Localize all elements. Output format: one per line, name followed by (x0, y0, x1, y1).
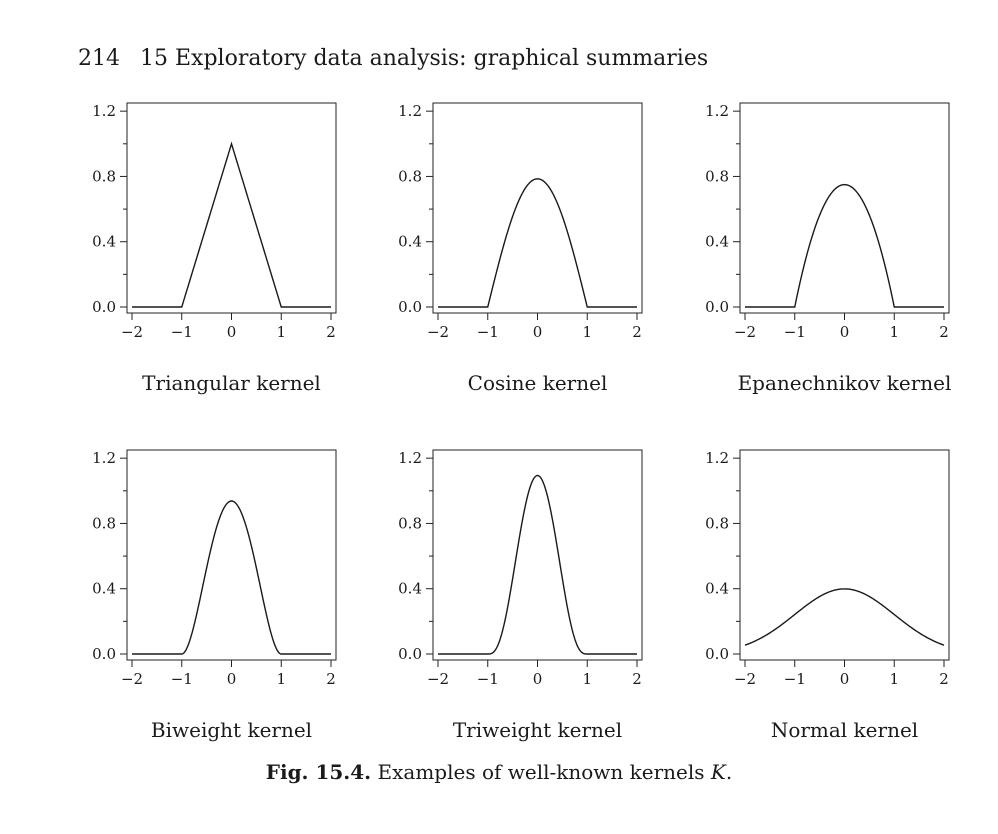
y-tick-label: 0.0 (92, 645, 116, 663)
x-tick-label: 2 (939, 670, 949, 688)
kernel-curve-cosine (438, 178, 637, 308)
y-tick-label: 0.4 (92, 233, 116, 251)
y-tick-label: 0.0 (705, 298, 729, 316)
y-tick-label: 1.2 (705, 102, 729, 120)
y-tick-label: 0.0 (398, 298, 422, 316)
x-tick-label: 0 (840, 670, 850, 688)
x-tick-label: 0 (533, 670, 543, 688)
y-tick-label: 1.2 (705, 449, 729, 467)
y-tick-label: 0.0 (705, 645, 729, 663)
x-tick-label: 1 (276, 670, 286, 688)
plot-frame (739, 102, 950, 314)
x-tick-label: −1 (477, 323, 499, 341)
kernel-panel-triweight: 0.0 0.4 0.8 1.2 −2 −1 0 1 2 Triweight kernel (398, 449, 643, 742)
x-tick-label: −1 (784, 323, 806, 341)
kernel-curve-normal (744, 588, 945, 646)
x-tick-label: −1 (171, 670, 193, 688)
running-header: 214 15 Exploratory data analysis: graphic… (78, 46, 708, 71)
x-tick-label: −2 (427, 323, 449, 341)
y-tick-label: 0.8 (398, 167, 422, 185)
figure-caption-symbol: K (710, 760, 726, 784)
x-tick-label: 2 (326, 323, 336, 341)
x-tick-label: 1 (582, 323, 592, 341)
x-tick-label: 1 (582, 670, 592, 688)
panel-xlabel: Cosine kernel (468, 371, 608, 395)
plot-frame (739, 449, 950, 661)
plot-frame (126, 102, 337, 314)
y-tick-label: 1.2 (92, 449, 116, 467)
y-tick-label: 0.4 (398, 580, 422, 598)
running-head-title: 15 Exploratory data analysis: graphical … (140, 46, 709, 71)
y-tick-label: 0.8 (92, 167, 116, 185)
figure-label: Fig. 15.4. (265, 760, 372, 784)
x-tick-label: 2 (632, 670, 642, 688)
x-tick-label: 1 (276, 323, 286, 341)
kernel-panel-triangular: 0.0 0.4 0.8 1.2 −2 −1 0 1 2 Triangular kernel (92, 102, 337, 395)
kernel-curve-epanechnikov (745, 183, 944, 308)
kernel-panel-biweight: 0.0 0.4 0.8 1.2 −2 −1 0 1 2 Biweight kernel (92, 449, 337, 742)
kernel-curve-triweight (438, 474, 637, 655)
x-tick-label: 0 (227, 670, 237, 688)
x-tick-label: −2 (734, 323, 756, 341)
panel-xlabel: Epanechnikov kernel (738, 371, 952, 395)
x-tick-label: 2 (326, 670, 336, 688)
x-tick-label: 0 (533, 323, 543, 341)
kernel-panel-cosine: 0.0 0.4 0.8 1.2 −2 −1 0 1 2 Cosine kernel (398, 102, 643, 395)
y-tick-label: 0.4 (705, 233, 729, 251)
y-tick-label: 0.4 (92, 580, 116, 598)
panel-xlabel: Biweight kernel (151, 718, 312, 742)
page-number: 214 (78, 46, 120, 71)
x-tick-label: 2 (632, 323, 642, 341)
x-tick-label: −1 (784, 670, 806, 688)
x-tick-label: 2 (939, 323, 949, 341)
y-tick-label: 0.8 (398, 514, 422, 532)
kernel-panel-epanechnikov: 0.0 0.4 0.8 1.2 −2 −1 0 1 2 Epanechnikov kernel (705, 102, 951, 395)
x-tick-label: −2 (121, 323, 143, 341)
y-tick-label: 0.4 (398, 233, 422, 251)
y-tick-label: 1.2 (92, 102, 116, 120)
x-tick-label: −2 (121, 670, 143, 688)
kernel-panel-normal: 0.0 0.4 0.8 1.2 −2 −1 0 1 2 Normal kernel (705, 449, 950, 742)
y-tick-label: 0.4 (705, 580, 729, 598)
x-tick-label: −2 (734, 670, 756, 688)
panel-xlabel: Triangular kernel (142, 371, 321, 395)
figure-caption-text: Examples of well-known kernels (377, 760, 705, 784)
y-tick-label: 0.0 (398, 645, 422, 663)
kernel-curve-triangular (132, 141, 331, 308)
plot-frame (432, 102, 643, 314)
y-tick-label: 0.8 (92, 514, 116, 532)
x-tick-label: 1 (889, 323, 899, 341)
x-tick-label: 1 (889, 670, 899, 688)
x-tick-label: −2 (427, 670, 449, 688)
y-tick-label: 1.2 (398, 449, 422, 467)
plot-frame (126, 449, 337, 661)
y-tick-label: 0.8 (705, 167, 729, 185)
y-tick-label: 0.0 (92, 298, 116, 316)
figure-caption-end: . (725, 760, 733, 784)
plot-frame (432, 449, 643, 661)
y-tick-label: 0.8 (705, 514, 729, 532)
y-tick-label: 1.2 (398, 102, 422, 120)
figure-caption: Fig. 15.4. Examples of well-known kernel… (0, 760, 998, 784)
x-tick-label: 0 (840, 323, 850, 341)
panel-xlabel: Normal kernel (771, 718, 918, 742)
x-tick-label: 0 (227, 323, 237, 341)
x-tick-label: −1 (477, 670, 499, 688)
kernel-curve-biweight (132, 500, 331, 655)
panel-xlabel: Triweight kernel (453, 718, 622, 742)
x-tick-label: −1 (171, 323, 193, 341)
